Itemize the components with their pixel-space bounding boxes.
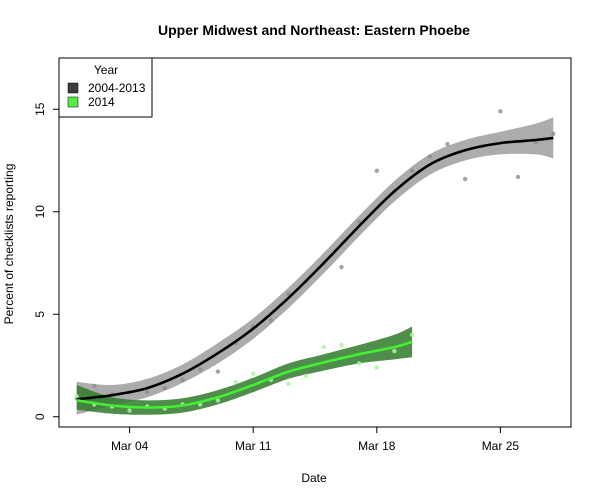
point-2014-14 <box>321 344 326 350</box>
point-2004-2013-17 <box>374 168 379 173</box>
point-2004-2013-1 <box>92 383 97 389</box>
point-2004-2013-21 <box>445 141 450 147</box>
x-tick-label-1: Mar 11 <box>235 439 272 453</box>
confidence-bands <box>76 117 554 415</box>
legend: Year 2004-2013 2014 <box>58 57 153 118</box>
x-axis: Mar 04 Mar 11 Mar 18 Mar 25 <box>111 427 519 453</box>
confidence-band-2004-2013 <box>76 117 554 415</box>
point-2004-2013-5 <box>162 385 168 391</box>
legend-label-2004-2013: 2004-2013 <box>88 81 146 95</box>
point-2004-2013-8 <box>215 369 221 374</box>
point-2004-2013-4 <box>145 389 150 395</box>
x-tick-label-2: Mar 18 <box>358 439 396 453</box>
point-2014-10 <box>251 371 256 376</box>
point-2014-3 <box>127 408 132 413</box>
x-tick-label-0: Mar 04 <box>111 439 149 453</box>
smooth-line-2004-2013 <box>76 136 554 401</box>
point-2004-2013-6 <box>180 377 185 383</box>
plot-area <box>58 57 572 428</box>
point-2014-12 <box>286 381 291 387</box>
chart-title: Upper Midwest and Northeast: Eastern Pho… <box>158 22 470 38</box>
smooth-line-2014 <box>76 340 413 409</box>
point-2004-2013-16 <box>356 219 362 225</box>
point-2004-2013-20 <box>427 154 432 159</box>
point-2014-19 <box>409 332 415 337</box>
legend-title: Year <box>94 63 118 77</box>
point-2004-2013-12 <box>286 291 291 296</box>
y-tick-label-1: 5 <box>33 311 47 318</box>
legend-swatch-2004-2013 <box>67 82 79 94</box>
point-2014-0 <box>74 394 79 399</box>
point-2004-2013-19 <box>409 168 415 173</box>
y-tick-label-3: 15 <box>33 102 47 116</box>
point-2014-8 <box>215 398 221 403</box>
point-2014-17 <box>374 365 379 370</box>
y-tick-label-2: 10 <box>33 205 47 219</box>
x-axis-label: Date <box>301 471 327 485</box>
y-axis-label: Percent of checklists reporting <box>2 164 16 325</box>
x-tick-label-3: Mar 25 <box>482 439 520 453</box>
point-2004-2013-25 <box>515 174 521 180</box>
point-2004-2013-15 <box>339 264 344 270</box>
point-2004-2013-22 <box>462 176 468 182</box>
point-2014-9 <box>233 379 238 385</box>
y-tick-label-0: 0 <box>33 413 47 420</box>
point-2004-2013-7 <box>198 367 203 372</box>
point-2014-13 <box>304 373 309 378</box>
point-2014-16 <box>356 361 362 366</box>
point-2004-2013-27 <box>551 131 556 136</box>
point-2014-18 <box>392 348 397 354</box>
point-2004-2013-24 <box>498 109 503 114</box>
smooth-lines <box>76 136 554 409</box>
y-axis: 0 5 10 15 <box>33 102 59 420</box>
point-2014-15 <box>339 342 344 348</box>
point-2004-2013-11 <box>268 318 274 323</box>
legend-swatch-2014 <box>67 96 79 108</box>
legend-label-2014: 2014 <box>88 95 115 109</box>
